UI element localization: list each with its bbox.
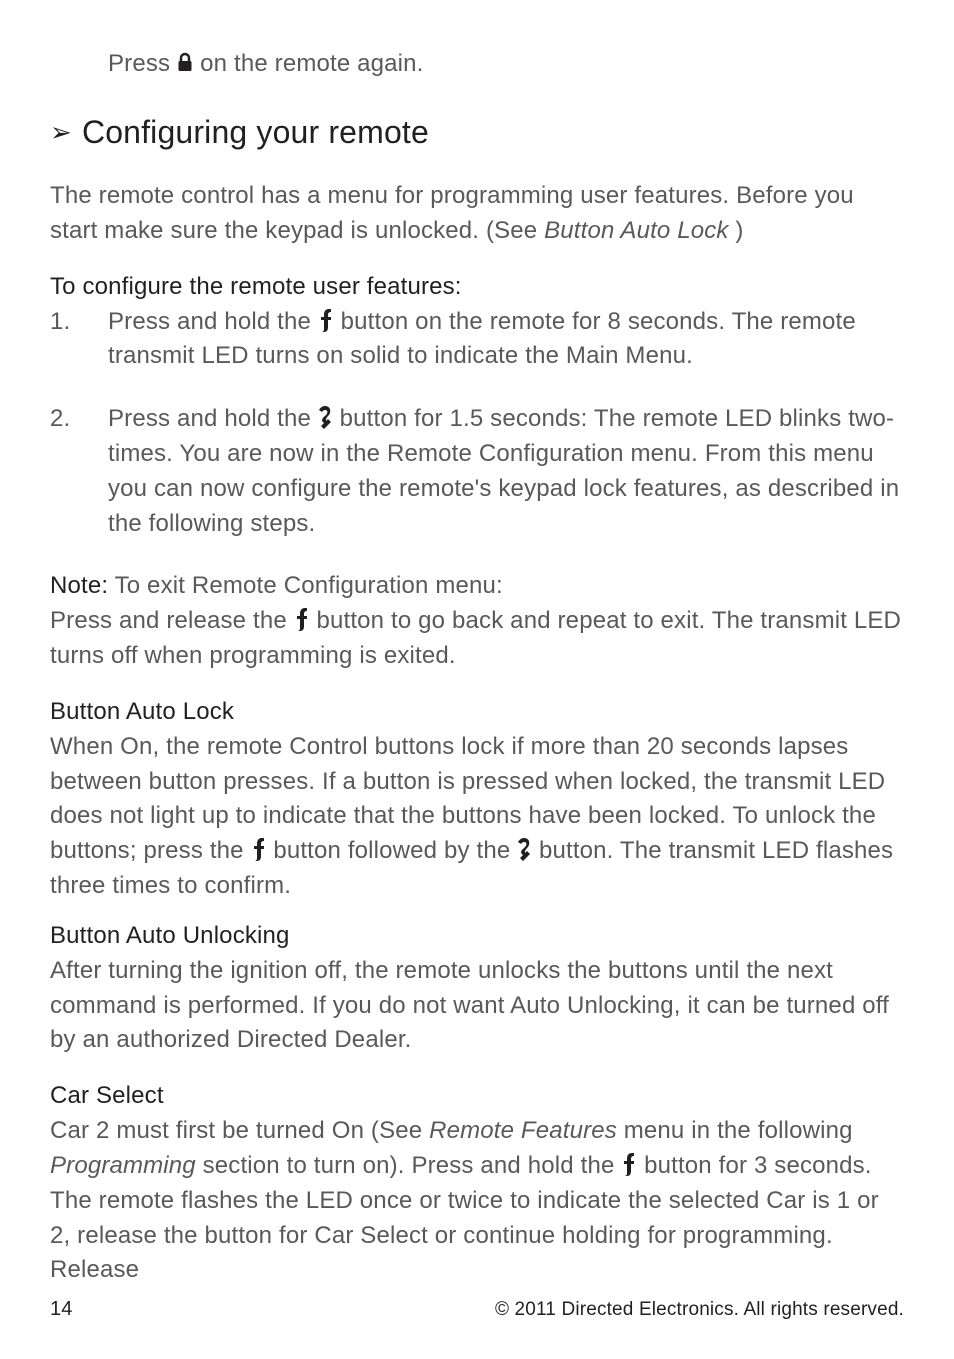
car-select-title: Car Select [50,1082,904,1110]
copyright-text: © 2011 Directed Electronics. All rights … [495,1299,904,1321]
auto-lock-section: Button Auto Lock When On, the remote Con… [50,698,904,904]
car-select-text: Car 2 must first be turned On (See Remot… [50,1114,904,1288]
auto-lock-text: When On, the remote Control buttons lock… [50,730,904,904]
note-2a: Press and release the [50,607,294,634]
list-body: Press and hold the button on the remote … [108,305,904,375]
f-icon [318,307,334,334]
auto-unlock-title: Button Auto Unlocking [50,922,904,950]
section-heading: ➢ Configuring your remote [50,114,904,151]
lead-c: ) [729,217,744,244]
lock-icon [176,52,194,73]
list-body: Press and hold the button for 1.5 second… [108,402,904,541]
lead-b: Button Auto Lock [544,217,728,244]
aux-icon [517,836,532,863]
al-b: button followed by the [267,837,518,864]
lead-paragraph: The remote control has a menu for progra… [50,179,904,249]
list-num: 1. [50,305,108,375]
cs-e: section to turn on). Press and hold the [196,1152,621,1179]
list-num: 2. [50,402,108,541]
intro-line: Press on the remote again. [108,50,904,78]
note-label: Note: [50,572,108,599]
f-icon [621,1151,637,1178]
configure-list: 1. Press and hold the button on the remo… [50,305,904,542]
cs-d: Programming [50,1152,196,1179]
page-number: 14 [50,1298,73,1321]
cs-a: Car 2 must first be turned On (See [50,1117,429,1144]
car-select-section: Car Select Car 2 must first be turned On… [50,1082,904,1288]
cs-b: Remote Features [429,1117,617,1144]
list-item: 1. Press and hold the button on the remo… [50,305,904,375]
li2-a: Press and hold the [108,405,318,432]
auto-unlock-section: Button Auto Unlocking After turning the … [50,922,904,1058]
configure-title: To configure the remote user features: [50,273,904,301]
cs-c: menu in the following [617,1117,853,1144]
intro-post: on the remote again. [200,50,423,78]
note-paragraph: Note: To exit Remote Configuration menu:… [50,569,904,673]
heading-text: Configuring your remote [82,114,429,151]
aux-icon [318,404,333,431]
auto-unlock-text: After turning the ignition off, the remo… [50,954,904,1058]
f-icon [251,836,267,863]
li1-a: Press and hold the [108,308,318,335]
list-item: 2. Press and hold the button for 1.5 sec… [50,402,904,541]
note-rest1: To exit Remote Configuration menu: [108,572,503,599]
f-icon [294,606,310,633]
auto-lock-title: Button Auto Lock [50,698,904,726]
page-footer: 14 © 2011 Directed Electronics. All righ… [50,1298,904,1321]
intro-pre: Press [108,50,170,78]
arrow-icon: ➢ [50,117,72,148]
